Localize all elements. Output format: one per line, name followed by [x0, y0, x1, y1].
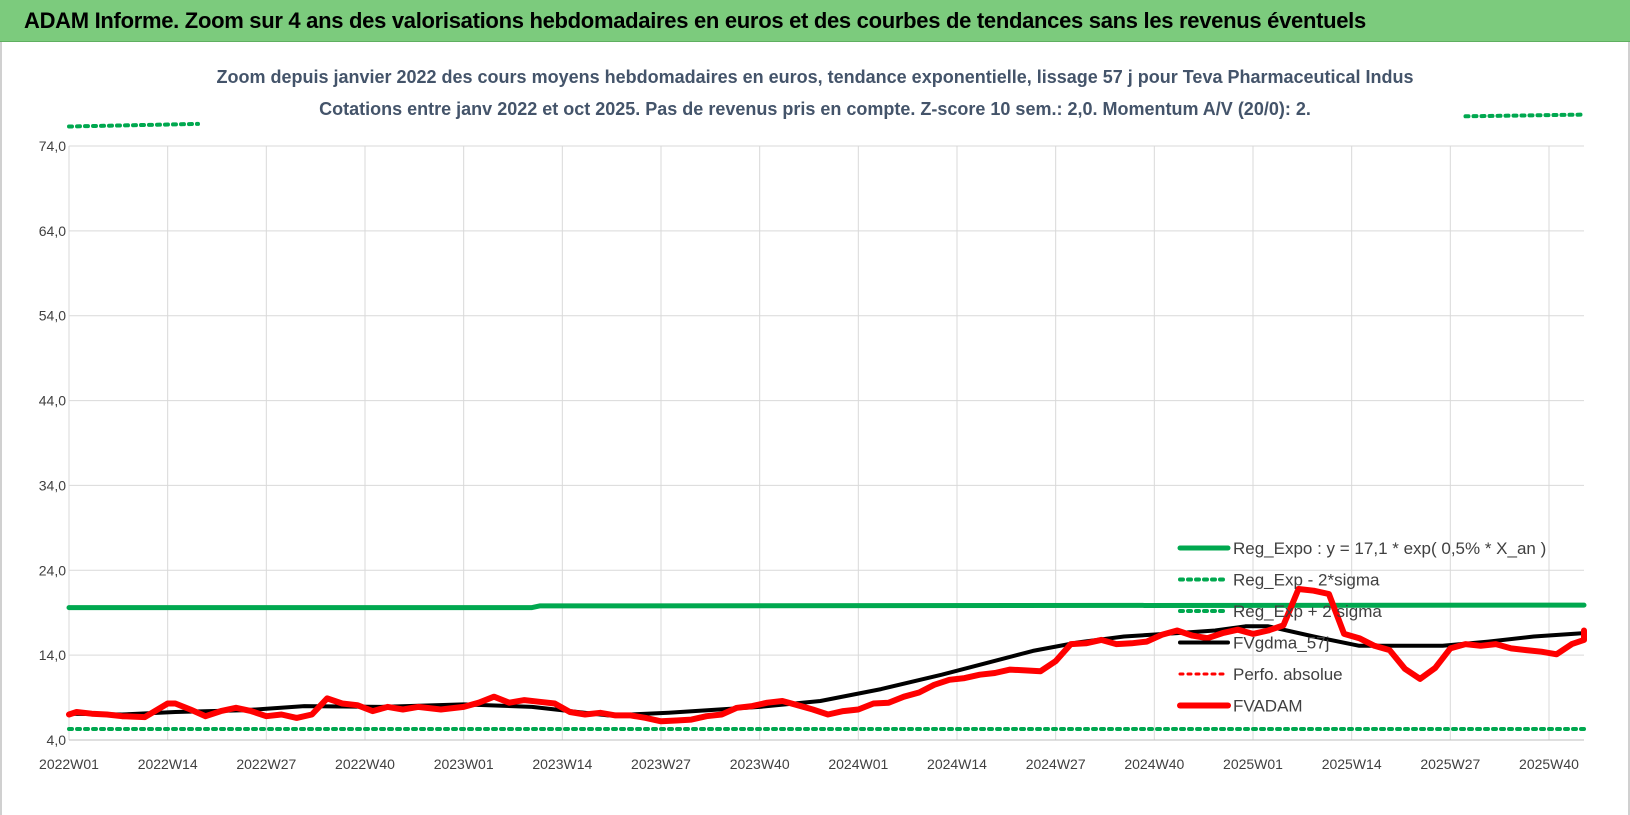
x-tick-label: 2022W01	[39, 756, 99, 772]
x-tick-label: 2022W40	[335, 756, 395, 772]
y-tick-label: 64,0	[39, 223, 66, 239]
x-tick-label: 2025W14	[1322, 756, 1382, 772]
y-tick-label: 14,0	[39, 647, 66, 663]
reg-exp-plus-2sigma-line	[1463, 112, 1586, 119]
report-banner: ADAM Informe. Zoom sur 4 ans des valoris…	[0, 0, 1630, 42]
x-tick-label: 2022W14	[138, 756, 198, 772]
x-tick-label: 2025W40	[1519, 756, 1579, 772]
y-tick-label: 24,0	[39, 562, 66, 578]
y-tick-label: 4,0	[47, 732, 67, 748]
reg-exp-plus-2sigma-line	[67, 121, 200, 129]
x-tick-label: 2025W27	[1420, 756, 1480, 772]
report-title: ADAM Informe. Zoom sur 4 ans des valoris…	[24, 8, 1366, 33]
chart-subtitle: Cotations entre janv 2022 et oct 2025. P…	[319, 99, 1311, 119]
x-tick-label: 2023W01	[434, 756, 494, 772]
x-tick-label: 2024W01	[828, 756, 888, 772]
y-tick-label: 74,0	[39, 138, 66, 154]
x-tick-label: 2023W14	[532, 756, 592, 772]
legend-entry-label: Reg_Expo : y = 17,1 * exp( 0,5% * X_an )	[1233, 539, 1546, 558]
x-tick-label: 2023W27	[631, 756, 691, 772]
legend-entry-label: Reg_Exp + 2 sigma	[1233, 602, 1382, 621]
y-tick-label: 44,0	[39, 393, 66, 409]
x-tick-label: 2024W14	[927, 756, 987, 772]
legend-entry-label: Perfo. absolue	[1233, 665, 1343, 684]
y-tick-label: 34,0	[39, 477, 66, 493]
x-tick-label: 2024W27	[1026, 756, 1086, 772]
x-tick-label: 2024W40	[1124, 756, 1184, 772]
x-tick-label: 2025W01	[1223, 756, 1283, 772]
chart-title: Zoom depuis janvier 2022 des cours moyen…	[216, 67, 1414, 87]
y-tick-label: 54,0	[39, 308, 66, 324]
legend-entry-label: Reg_Exp - 2*sigma	[1233, 571, 1380, 590]
x-tick-label: 2022W27	[236, 756, 296, 772]
chart-frame	[0, 42, 1630, 815]
x-tick-label: 2023W40	[730, 756, 790, 772]
legend-entry-label: FVgdma_57j	[1233, 634, 1329, 653]
reg-expo-line	[66, 602, 1587, 611]
fvadam-line	[66, 586, 1587, 725]
legend-entry-label: FVADAM	[1233, 697, 1303, 716]
